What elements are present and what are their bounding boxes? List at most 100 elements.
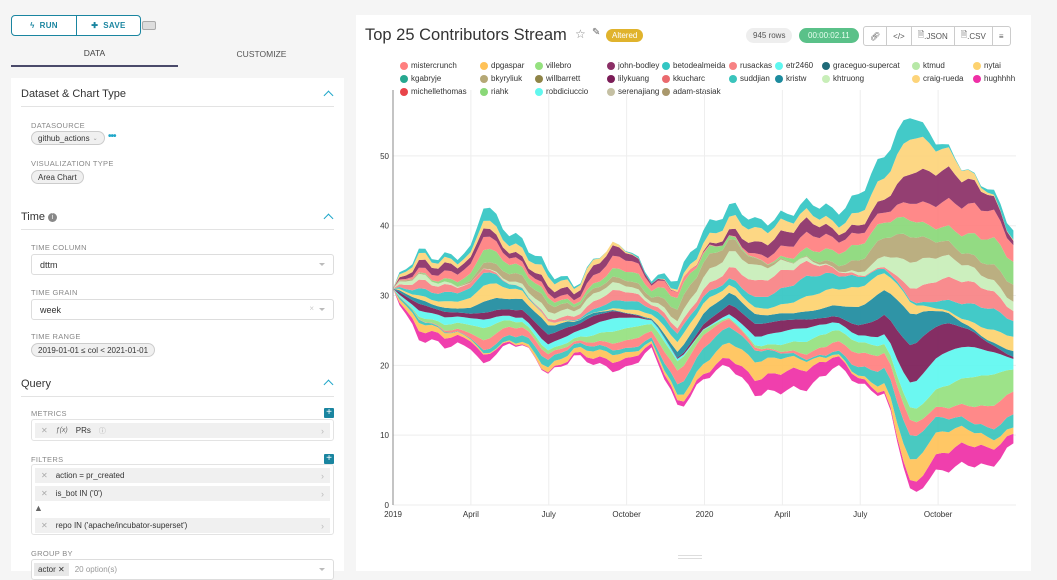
legend-label: craig-rueda: [923, 74, 964, 83]
altered-badge[interactable]: Altered: [606, 29, 644, 42]
edit-icon[interactable]: ✎: [592, 27, 601, 38]
tab-customize[interactable]: CUSTOMIZE: [236, 48, 287, 59]
viz-type-pill[interactable]: Area Chart: [31, 170, 84, 184]
time-range-value: 2019-01-01 ≤ col < 2021-01-01: [38, 345, 149, 355]
panel-tabs: DATA CUSTOMIZE: [11, 40, 345, 67]
legend-item[interactable]: serenajiang: [607, 87, 659, 96]
legend-item[interactable]: graceguo-supercat: [822, 61, 900, 70]
legend-item[interactable]: lilykuang: [607, 74, 649, 83]
remove-icon[interactable]: ✕: [41, 471, 48, 480]
y-tick-label: 20: [380, 361, 389, 370]
more-options-icon[interactable]: •••: [108, 131, 116, 142]
time-range-pill[interactable]: 2019-01-01 ≤ col < 2021-01-01: [31, 343, 156, 357]
legend-label: robdiciuccio: [546, 87, 589, 96]
datasource-pill[interactable]: github_actions ⌄: [31, 131, 105, 145]
remove-icon[interactable]: ✕: [41, 521, 48, 530]
filter-chip[interactable]: ✕ repo IN ('apache/incubator-superset') …: [35, 518, 330, 533]
group-by-chip[interactable]: actor ✕: [34, 563, 69, 576]
file-icon: 🗎︎: [960, 30, 968, 39]
info-icon[interactable]: i: [48, 212, 58, 222]
legend-swatch: [400, 87, 408, 96]
legend-item[interactable]: mistercrunch: [400, 61, 457, 70]
dropdown-arrow-icon: [319, 568, 325, 571]
legend-item[interactable]: villebro: [535, 61, 571, 70]
x-tick-label: April: [774, 510, 790, 519]
run-save-group: ϟ RUN ✚ SAVE: [11, 15, 141, 36]
legend-item[interactable]: kgabryje: [400, 74, 441, 83]
legend-item[interactable]: dpgaspar: [480, 61, 524, 70]
add-filter-button[interactable]: +: [324, 454, 334, 464]
chart-title[interactable]: Top 25 Contributors Stream: [365, 26, 567, 44]
section-title-query[interactable]: Query: [21, 378, 51, 390]
x-tick-label: 2020: [696, 510, 714, 519]
legend-item[interactable]: john-bodley: [607, 61, 659, 70]
legend-item[interactable]: hughhhh: [973, 74, 1015, 83]
legend-item[interactable]: etr2460: [775, 61, 813, 70]
menu-icon: ≡: [998, 31, 1004, 41]
group-by-select[interactable]: actor ✕ 20 option(s): [31, 559, 334, 580]
legend-item[interactable]: craig-rueda: [912, 74, 963, 83]
remove-icon[interactable]: ✕: [41, 489, 48, 498]
save-button[interactable]: ✚ SAVE: [76, 16, 140, 35]
chart-container: Top 25 Contributors Stream ☆ ✎ Altered 9…: [356, 15, 1031, 571]
time-title: Time: [21, 211, 46, 223]
embed-button[interactable]: </>: [886, 27, 911, 45]
legend-item[interactable]: adam-stasiak: [662, 87, 721, 96]
legend-item[interactable]: michellethomas: [400, 87, 467, 96]
star-icon[interactable]: ☆: [575, 27, 586, 41]
datasource-label: DATASOURCE: [31, 121, 85, 130]
legend-label: dpgaspar: [491, 61, 525, 70]
tab-data[interactable]: DATA: [11, 40, 178, 67]
keyboard-icon[interactable]: [142, 21, 156, 30]
legend-item[interactable]: suddjian: [729, 74, 770, 83]
legend-item[interactable]: kristw: [775, 74, 806, 83]
legend-label: adam-stasiak: [673, 87, 721, 96]
time-grain-select[interactable]: week ×: [31, 299, 334, 320]
legend-item[interactable]: robdiciuccio: [535, 87, 588, 96]
datasource-value: github_actions: [38, 133, 90, 143]
section-title-dataset[interactable]: Dataset & Chart Type: [21, 88, 126, 100]
metric-chip[interactable]: ✕ ƒ(x) PRs ⓘ ›: [35, 423, 330, 438]
legend-label: ktmud: [923, 61, 945, 70]
run-button[interactable]: ϟ RUN: [12, 16, 76, 35]
time-grain-value: week: [40, 304, 62, 315]
legend-item[interactable]: betodealmeida: [662, 61, 725, 70]
filter-chip[interactable]: ✕ is_bot IN ('0') ›: [35, 486, 330, 501]
scrollbar[interactable]: [1033, 15, 1057, 571]
chart-actions: 🔗︎ </> 🗎︎ .JSON 🗎︎ .CSV ≡: [863, 26, 1011, 46]
filter-chip[interactable]: ✕ action = pr_created ›: [35, 468, 330, 483]
section-title-time[interactable]: Time i: [21, 211, 58, 223]
legend-item[interactable]: khtruong: [822, 74, 864, 83]
legend-item[interactable]: rusackas: [729, 61, 772, 70]
viz-type-value: Area Chart: [38, 172, 77, 182]
legend-swatch: [535, 87, 543, 96]
legend-label: riahk: [491, 87, 509, 96]
legend-item[interactable]: ktmud: [912, 61, 945, 70]
legend-swatch: [662, 61, 670, 70]
x-tick-label: 2019: [384, 510, 402, 519]
csv-export-button[interactable]: 🗎︎ .CSV: [953, 27, 992, 45]
legend-item[interactable]: willbarrett: [535, 74, 580, 83]
collapse-caret-icon[interactable]: [323, 90, 334, 101]
link-icon: 🔗︎: [870, 31, 881, 41]
remove-icon[interactable]: ✕: [41, 426, 48, 435]
legend-item[interactable]: riahk: [480, 87, 508, 96]
add-metric-button[interactable]: +: [324, 408, 334, 418]
legend-item[interactable]: bkyryliuk: [480, 74, 522, 83]
y-tick-label: 40: [380, 222, 389, 231]
legend-swatch: [480, 74, 488, 83]
legend-item[interactable]: nytai: [973, 61, 1001, 70]
y-tick-label: 50: [380, 152, 389, 161]
collapse-caret-icon[interactable]: [323, 379, 334, 390]
menu-button[interactable]: ≡: [991, 27, 1010, 45]
collapse-caret-icon[interactable]: [323, 213, 334, 224]
legend-item[interactable]: kkucharc: [662, 74, 705, 83]
resize-handle[interactable]: [678, 555, 702, 559]
clear-icon[interactable]: ×: [309, 304, 314, 313]
stream-band-craig-rueda: [393, 136, 1014, 295]
json-export-button[interactable]: 🗎︎ .JSON: [910, 27, 954, 45]
link-button[interactable]: 🔗︎: [864, 27, 886, 45]
time-column-select[interactable]: dttm: [31, 254, 334, 275]
legend-label: suddjian: [740, 74, 770, 83]
legend-swatch: [822, 61, 830, 70]
